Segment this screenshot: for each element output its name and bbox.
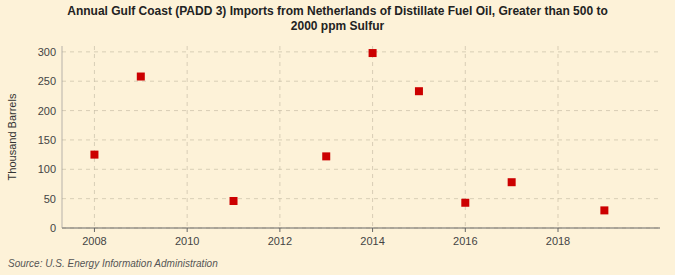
tick (279, 228, 280, 232)
tick-label: 2016 (453, 235, 477, 247)
tick-label: 2018 (546, 235, 570, 247)
grid-line (62, 51, 660, 52)
grid-line (187, 46, 188, 228)
tick-label: 200 (38, 105, 56, 117)
tick-label: 2012 (268, 235, 292, 247)
tick-label: 50 (44, 193, 56, 205)
tick-label: 250 (38, 75, 56, 87)
grid-line (94, 46, 95, 228)
title: Annual Gulf Coast (PADD 3) Imports from … (67, 4, 608, 33)
tick (187, 228, 188, 232)
tick-label: 300 (38, 46, 56, 58)
grid-line (62, 81, 660, 82)
y-axis-line (62, 46, 63, 228)
points (90, 49, 608, 214)
tick-label: 2008 (82, 235, 106, 247)
point (90, 151, 98, 159)
point (322, 152, 330, 160)
page: {"chart_data": {"type": "scatter", "titl… (0, 0, 675, 275)
grid-line (62, 110, 660, 111)
background (0, 0, 675, 275)
grid-line (62, 169, 660, 170)
tick-label: 0 (50, 222, 56, 234)
tick (94, 228, 95, 232)
point (369, 49, 377, 57)
tick-label: 2014 (360, 235, 384, 247)
chart: Annual Gulf Coast (PADD 3) Imports from … (0, 0, 675, 275)
point (461, 199, 469, 207)
tick (465, 228, 466, 232)
tick-label: 2010 (175, 235, 199, 247)
grid-line (372, 46, 373, 228)
grid-line (62, 228, 660, 229)
title-line: 2000 ppm Sulfur (291, 19, 385, 33)
source-note: Source: U.S. Energy Information Administ… (8, 258, 218, 269)
x-axis-line (62, 228, 660, 229)
tick (372, 228, 373, 232)
grid-line (558, 46, 559, 228)
point (137, 73, 145, 81)
point (415, 87, 423, 95)
point (508, 178, 516, 186)
point (600, 206, 608, 214)
grid-line (62, 139, 660, 140)
point (230, 197, 238, 205)
grid-line (279, 46, 280, 228)
title-line: Annual Gulf Coast (PADD 3) Imports from … (67, 4, 608, 18)
y-axis-label: Thousand Barrels (6, 93, 18, 180)
grid-line (62, 198, 660, 199)
tick (558, 228, 559, 232)
tick-label: 100 (38, 163, 56, 175)
tick-label: 150 (38, 134, 56, 146)
